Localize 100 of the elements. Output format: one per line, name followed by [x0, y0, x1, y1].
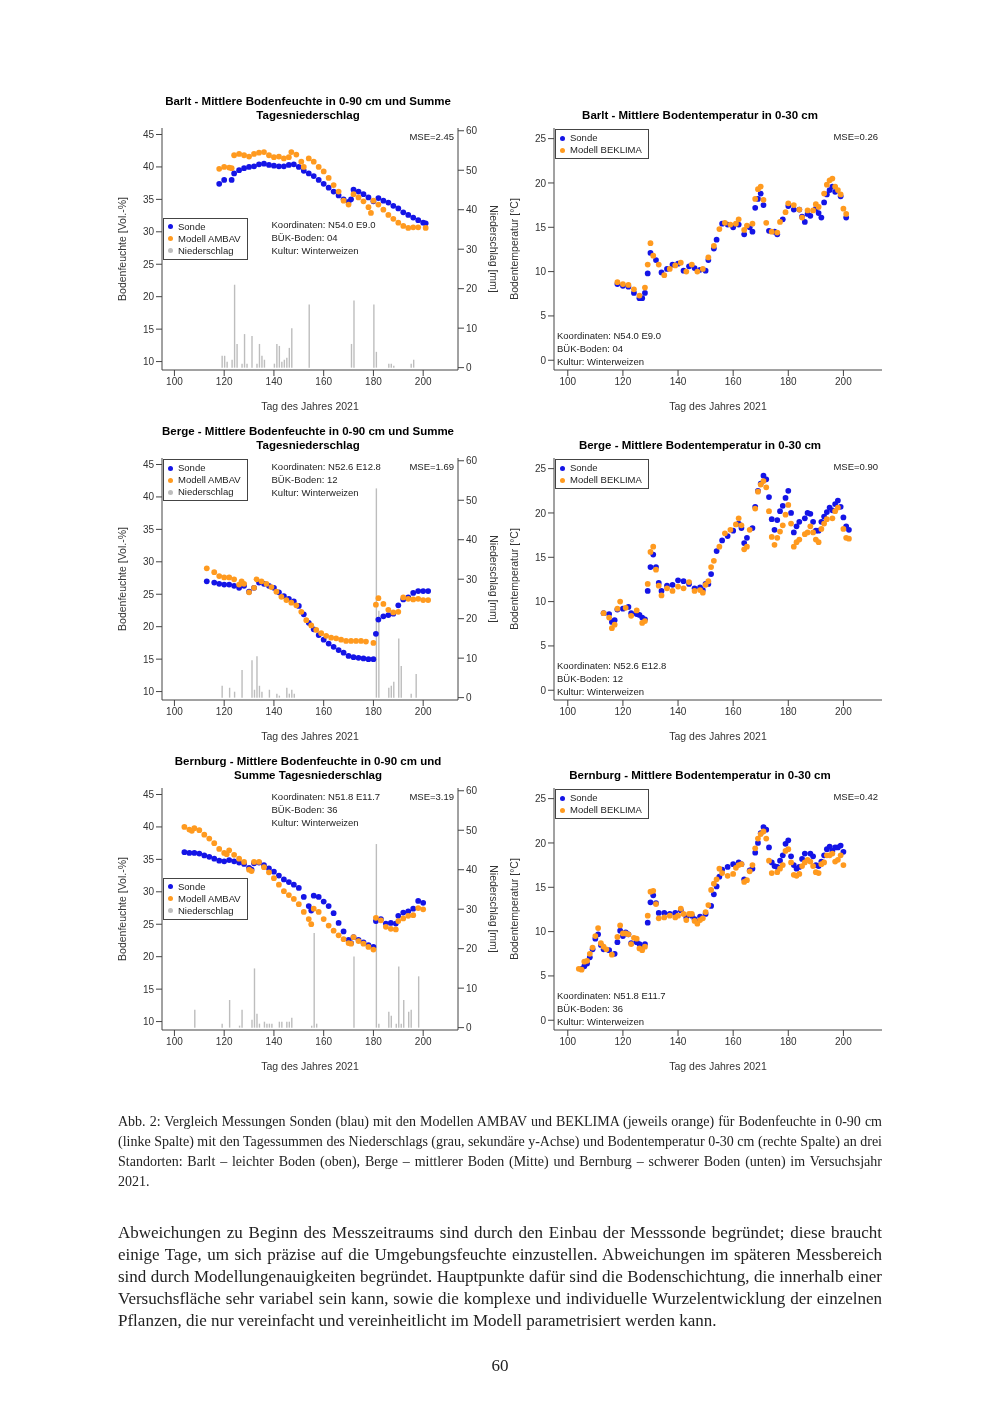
y-tick-label: 40	[142, 491, 155, 503]
x-tick-label: 140	[265, 706, 283, 718]
legend-label: Niederschlag	[178, 486, 234, 498]
x-tick-label: 160	[724, 706, 742, 718]
legend-label: Niederschlag	[178, 244, 234, 257]
annotation: MSE=2.45	[409, 131, 454, 142]
y-tick-label: 45	[142, 459, 155, 471]
y-tick-label: 25	[534, 133, 547, 145]
legend-label: Modell BEKLIMA	[570, 804, 642, 816]
annotation: Kultur: Winterweizen	[271, 243, 360, 257]
annotation: Koordinaten: N51.8 E11.7	[557, 989, 666, 1002]
y-tick-label: 20	[534, 507, 547, 519]
y-tick-label: 40	[142, 821, 155, 833]
x-tick-label: 200	[835, 1036, 853, 1048]
x-tick-label: 120	[614, 706, 632, 718]
y2-tick-label: 40	[466, 534, 478, 546]
annotation: Kultur: Winterweizen	[271, 486, 360, 499]
x-tick-label: 120	[215, 706, 233, 718]
annotation: Kultur: Winterweizen	[557, 685, 646, 698]
y-tick-label: 10	[142, 356, 155, 368]
legend-label: Modell AMBAV	[178, 232, 241, 245]
x-tick-label: 100	[559, 1036, 577, 1048]
y2-axis-title: Niederschlag [mm]	[488, 205, 501, 293]
y-axis-title: Bodenfeuchte [Vol.-%]	[115, 196, 128, 301]
y-tick-label: 15	[142, 983, 155, 995]
y-tick-label: 35	[142, 193, 155, 205]
y-axis-title: Bodentemperatur [°C]	[507, 528, 520, 630]
x-tick-label: 120	[614, 376, 632, 388]
y2-tick-label: 0	[466, 1022, 472, 1034]
annotation: Koordinaten: N51.8 E11.7	[271, 790, 381, 803]
y-tick-label: 20	[142, 291, 155, 303]
y2-tick-label: 0	[466, 362, 472, 374]
y-tick-label: 10	[534, 266, 547, 278]
text: Abweichungen zu Beginn des Messzeitraums sind durch den Einbau der Messsonde begründet; diese braucht einige Tage, um sich präzise auf die Umgebungsfeuchte einzustellen. Abweichungen im späteren Messbereich sind durch Modellungenauigkeiten begründet. Hauptpunkte dafür sind die Bodenschichtung, die innerhalb einer Versuchsfläche sehr variabel sein kann, sowie die komplexe und individuelle Wurzelentwicklung der einzelnen Pflanzen, die nur vereinfacht und vereinheitlicht im Modell parametrisiert werden kann.	[118, 1222, 882, 1332]
y-tick-label: 20	[142, 951, 155, 963]
legend-label: Sonde	[570, 792, 598, 804]
x-tick-label: 140	[669, 1036, 687, 1048]
y-tick-label: 35	[142, 523, 155, 535]
annotation: MSE=1.69	[409, 461, 454, 472]
annotation: BÜK-Boden: 04	[557, 342, 624, 355]
x-tick-label: 200	[835, 706, 853, 718]
y-tick-label: 30	[142, 556, 155, 568]
x-tick-label: 120	[614, 1036, 632, 1048]
y-tick-label: 10	[534, 926, 547, 938]
x-tick-label: 140	[669, 706, 687, 718]
y2-tick-label: 50	[466, 164, 478, 176]
x-tick-label: 200	[414, 1036, 432, 1048]
x-tick-label: 180	[365, 376, 383, 388]
annotation: Koordinaten: N52.6 E12.8	[271, 460, 381, 473]
annotation: Koordinaten: N52.6 E12.8	[557, 659, 667, 672]
x-axis-title: Tag des Jahres 2021	[669, 730, 767, 742]
y2-tick-label: 40	[466, 204, 478, 216]
annotation: Kultur: Winterweizen	[271, 816, 360, 829]
y-tick-label: 30	[142, 226, 155, 238]
y2-tick-label: 10	[466, 652, 478, 664]
y2-tick-label: 60	[466, 455, 478, 467]
y-tick-label: 10	[142, 686, 155, 698]
y2-tick-label: 0	[466, 692, 472, 704]
x-tick-label: 160	[724, 376, 742, 388]
y-tick-label: 45	[142, 129, 155, 141]
annotation: MSE=0.90	[833, 461, 878, 472]
y-tick-label: 20	[534, 177, 547, 189]
x-axis-title: Tag des Jahres 2021	[261, 730, 359, 742]
y2-tick-label: 10	[466, 982, 478, 994]
y-tick-label: 20	[534, 837, 547, 849]
x-tick-label: 180	[779, 706, 798, 718]
y-tick-label: 0	[540, 354, 547, 366]
annotation: BÜK-Boden: 12	[271, 473, 339, 486]
y-tick-label: 25	[142, 588, 155, 600]
chart-title: Berge - Mittlere Bodenfeuchte in 0-90 cm und Summe Tagesniederschlag	[161, 424, 455, 452]
annotation: Koordinaten: N54.0 E9.0	[557, 329, 662, 342]
x-tick-label: 160	[315, 1036, 333, 1048]
x-tick-label: 100	[166, 706, 184, 718]
legend-label: Sonde	[570, 462, 598, 474]
text: 60	[490, 1356, 510, 1376]
y-tick-label: 45	[142, 789, 155, 801]
x-tick-label: 180	[779, 1036, 798, 1048]
y2-tick-label: 60	[466, 785, 478, 797]
y-tick-label: 35	[142, 853, 155, 865]
x-tick-label: 200	[414, 706, 432, 718]
legend-label: Sonde	[178, 220, 206, 233]
x-tick-label: 120	[215, 1036, 233, 1048]
y2-axis-title: Niederschlag [mm]	[488, 865, 501, 953]
y-tick-label: 25	[142, 918, 155, 930]
y2-tick-label: 50	[466, 494, 478, 506]
x-tick-label: 160	[724, 1036, 742, 1048]
y2-tick-label: 50	[466, 824, 478, 836]
annotation: Koordinaten: N54.0 E9.0	[271, 217, 376, 231]
x-tick-label: 180	[365, 706, 383, 718]
y2-tick-label: 40	[466, 864, 478, 876]
x-tick-label: 160	[315, 706, 333, 718]
y2-tick-label: 20	[466, 613, 478, 625]
y-tick-label: 0	[540, 684, 547, 696]
y-tick-label: 15	[534, 221, 547, 233]
legend-label: Sonde	[570, 132, 598, 144]
y2-tick-label: 60	[466, 125, 478, 137]
x-tick-label: 100	[166, 376, 184, 388]
y-tick-label: 15	[142, 653, 155, 665]
y2-tick-label: 30	[466, 903, 478, 915]
x-tick-label: 200	[835, 376, 853, 388]
